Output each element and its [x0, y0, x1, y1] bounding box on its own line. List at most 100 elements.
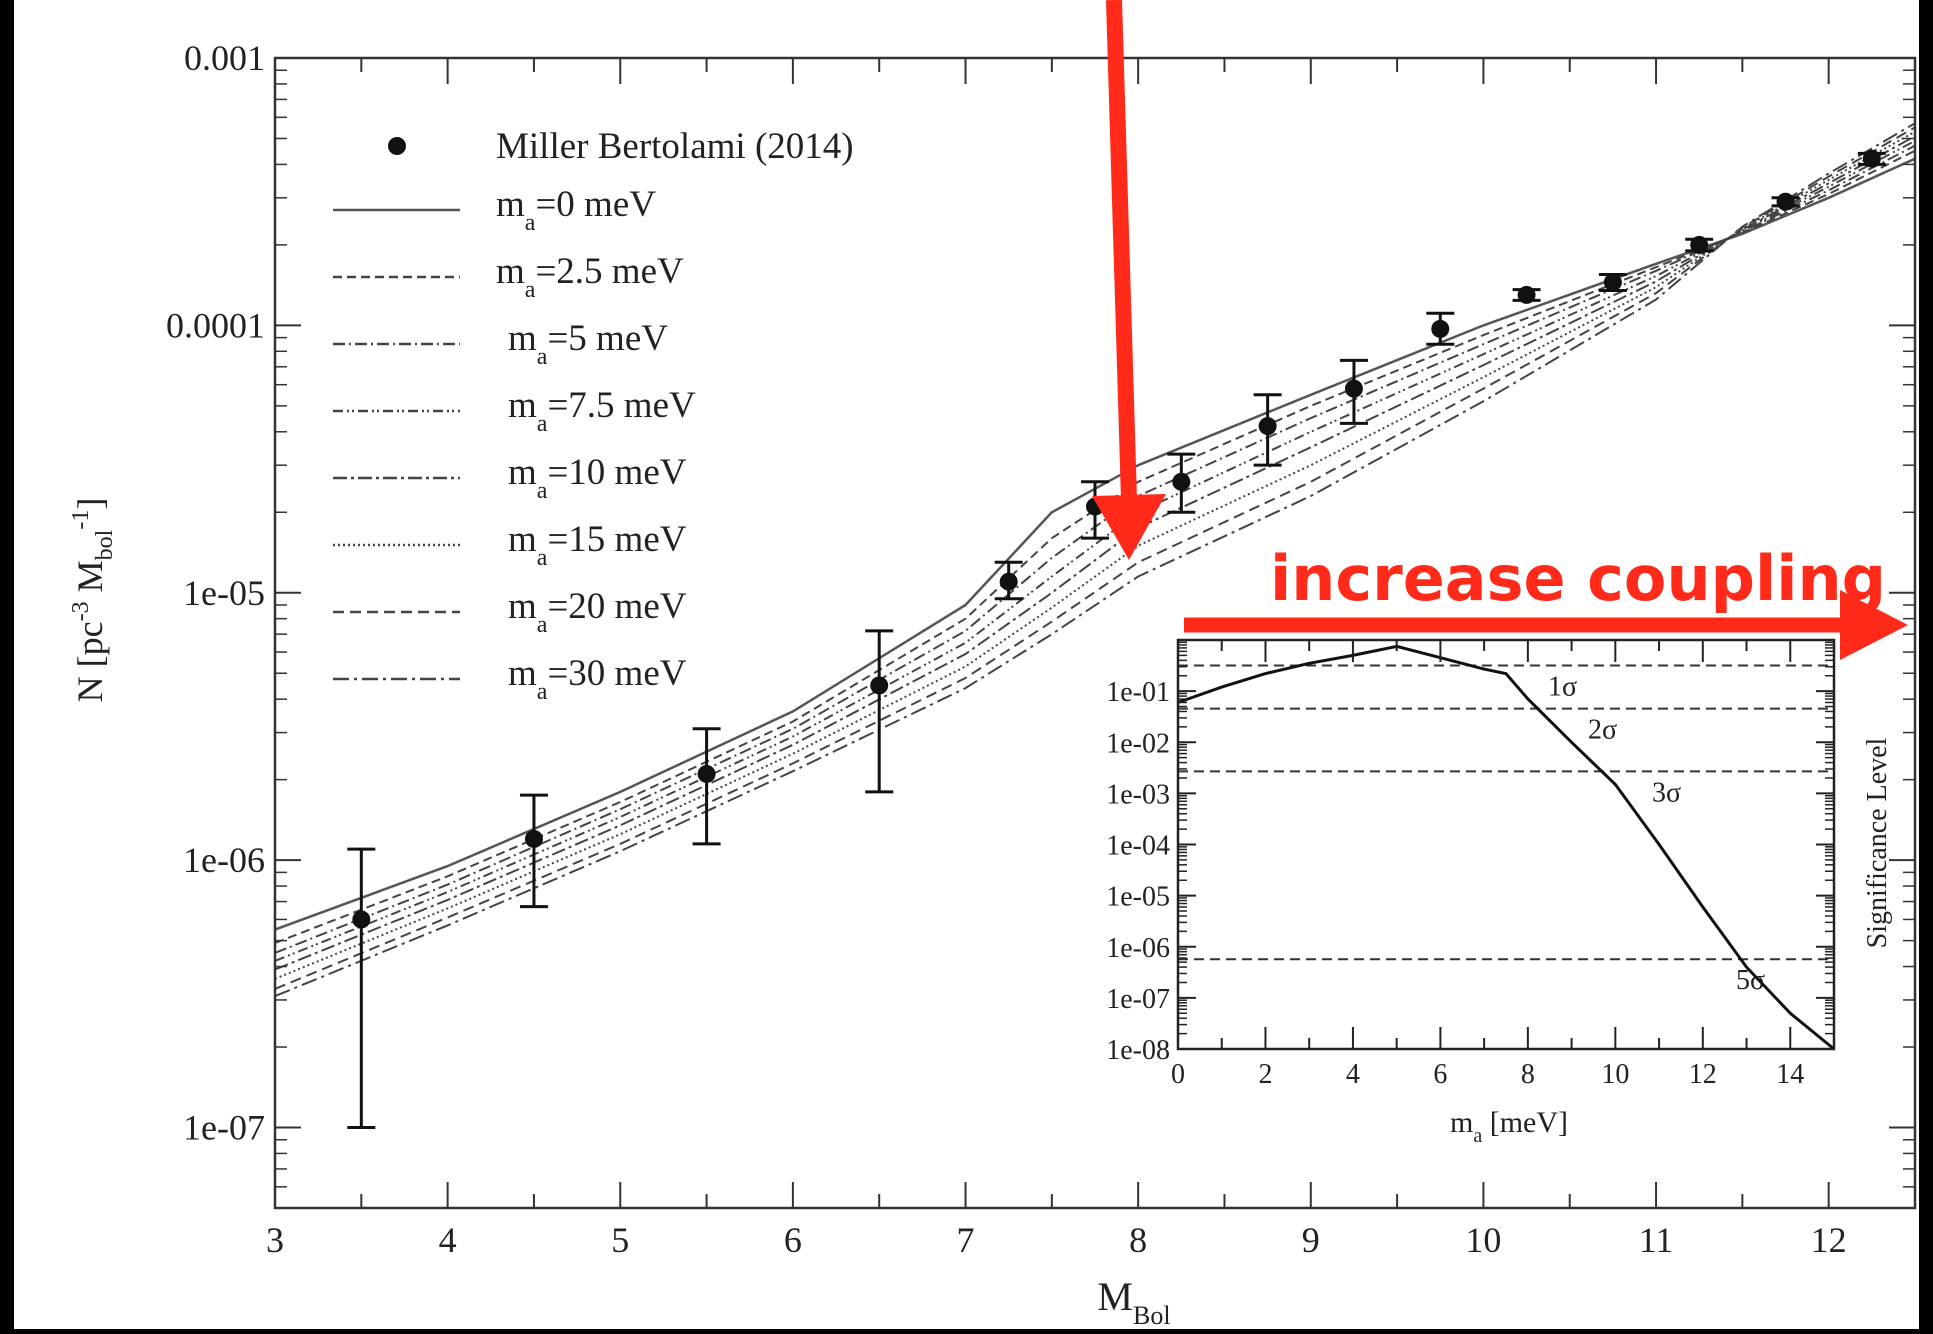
legend-label-0: ma=0 meV [496, 184, 656, 236]
x-tick-label: 11 [1639, 1220, 1674, 1260]
observation-point [1690, 235, 1709, 254]
observation-point [352, 910, 371, 929]
x-tick-label: 7 [957, 1220, 975, 1260]
legend-symbol: m [508, 385, 537, 426]
legend-subscript: a [537, 545, 548, 571]
inset-x-tick-label: 12 [1689, 1059, 1717, 1090]
legend-subscript: a [537, 679, 548, 705]
legend-value: =5 meV [547, 318, 668, 359]
observation-point [1258, 417, 1277, 436]
significance-label-1: 2σ [1588, 715, 1617, 746]
y-tick-label: 1e-07 [183, 1108, 265, 1148]
legend-subscript: a [537, 411, 548, 437]
x-tick-label: 9 [1302, 1220, 1320, 1260]
significance-label-0: 1σ [1548, 672, 1577, 703]
legend-value: =7.5 meV [547, 385, 696, 426]
legend-symbol: m [508, 519, 537, 560]
observation-point [1517, 285, 1536, 304]
x-tick-label: 8 [1129, 1220, 1147, 1260]
observation-point [1172, 472, 1191, 491]
inset-y-tick-label: 1e-06 [1106, 933, 1170, 964]
legend-value: =20 meV [547, 586, 686, 627]
legend-label-observations: Miller Bertolami (2014) [496, 126, 854, 167]
main-axes: 3 4 5 6 7 8 9 10 11 12 1e-07 1e-06 1e-05 0.0001 0.001 [166, 38, 1917, 1260]
observation-points-group [347, 149, 1886, 1130]
inset-y-tick-label: 1e-05 [1106, 882, 1170, 913]
legend-symbol: m [496, 184, 525, 225]
legend-value: =10 meV [547, 452, 686, 493]
x-tick-label: 6 [784, 1220, 802, 1260]
legend-marker-observations [388, 137, 406, 155]
inset-background [1172, 635, 1832, 1047]
inset-x-tick-label: 14 [1776, 1059, 1804, 1090]
inset-x-tick-label: 2 [1258, 1059, 1272, 1090]
observation-point [524, 829, 543, 848]
y-tick-label: 1e-06 [183, 840, 265, 880]
legend-label-2: ma=5 meV [508, 318, 668, 370]
increase-coupling-label: increase coupling [1270, 542, 1886, 615]
legend-subscript: a [537, 478, 548, 504]
main-y-axis-title: N [pc-3 Mbol-1] [68, 498, 118, 703]
legend-label-1: ma=2.5 meV [496, 251, 684, 303]
legend-symbol: m [508, 586, 537, 627]
legend-subscript: a [537, 344, 548, 370]
inset-y-tick-label: 1e-02 [1106, 728, 1170, 759]
series-line-2 [274, 144, 1916, 954]
main-x-axis-title: MBol [1097, 1274, 1170, 1329]
legend-value: =2.5 meV [535, 251, 684, 292]
observation-point [1431, 319, 1450, 338]
series-line-7 [274, 122, 1916, 998]
down-arrow-head [1092, 494, 1166, 560]
inset-curve-group [1177, 644, 1835, 1051]
series-line-1 [274, 149, 1916, 944]
main-plot-frame [273, 56, 1917, 1210]
inset-y-tick-label: 1e-03 [1106, 779, 1170, 810]
x-tick-label: 3 [266, 1220, 284, 1260]
right-arrow-head [1840, 590, 1908, 660]
significance-label-2: 3σ [1652, 777, 1681, 808]
legend-symbol: m [508, 318, 537, 359]
legend-subscript: a [525, 210, 536, 236]
inset-x-axis-title: ma [meV] [1450, 1106, 1568, 1147]
x-tick-label: 4 [439, 1220, 457, 1260]
observation-point [999, 572, 1018, 591]
legend-symbol: m [496, 251, 525, 292]
y-tick-label: 0.001 [184, 38, 265, 78]
inset-x-tick-label: 8 [1521, 1059, 1535, 1090]
observation-point [1603, 273, 1622, 292]
legend-value: =0 meV [535, 184, 656, 225]
annotation-layer: increase coupling [1092, 0, 1908, 660]
inset-x-tick-label: 0 [1171, 1059, 1185, 1090]
observation-point [697, 764, 716, 783]
legend-label-4: ma=10 meV [508, 452, 687, 504]
legend-label-3: ma=7.5 meV [508, 385, 696, 437]
inset-y-axis-title: Significance Level [1862, 737, 1893, 948]
inset-x-tick-label: 10 [1601, 1059, 1629, 1090]
observation-point [1776, 192, 1795, 211]
legend-label-6: ma=20 meV [508, 586, 687, 638]
observation-point [1344, 379, 1363, 398]
x-tick-label: 10 [1465, 1220, 1501, 1260]
legend-value: =15 meV [547, 519, 686, 560]
inset-x-tick-label: 6 [1433, 1059, 1447, 1090]
legend-label-7: ma=30 meV [508, 653, 687, 705]
legend-symbol: m [508, 653, 537, 694]
significance-curve [1177, 644, 1835, 1051]
legend-value: =30 meV [547, 653, 686, 694]
x-tick-label: 5 [611, 1220, 629, 1260]
legend-symbol: m [508, 452, 537, 493]
observation-point [1862, 149, 1881, 168]
inset-y-tick-label: 1e-04 [1106, 831, 1170, 862]
inset-y-tick-label: 1e-08 [1106, 1035, 1170, 1066]
y-tick-label: 1e-05 [183, 573, 265, 613]
observation-point [870, 676, 889, 695]
inset-y-tick-label: 1e-07 [1106, 984, 1170, 1015]
legend-subscript: a [525, 277, 536, 303]
y-tick-label: 0.0001 [166, 305, 265, 345]
inset-x-tick-label: 4 [1346, 1059, 1360, 1090]
inset-y-tick-label: 1e-01 [1106, 677, 1170, 708]
inset-axes: 0 2 4 6 8 10 12 14 1e-08 1e-07 1e-06 1e-05 1e-04 1e-0… [1106, 638, 1836, 1090]
